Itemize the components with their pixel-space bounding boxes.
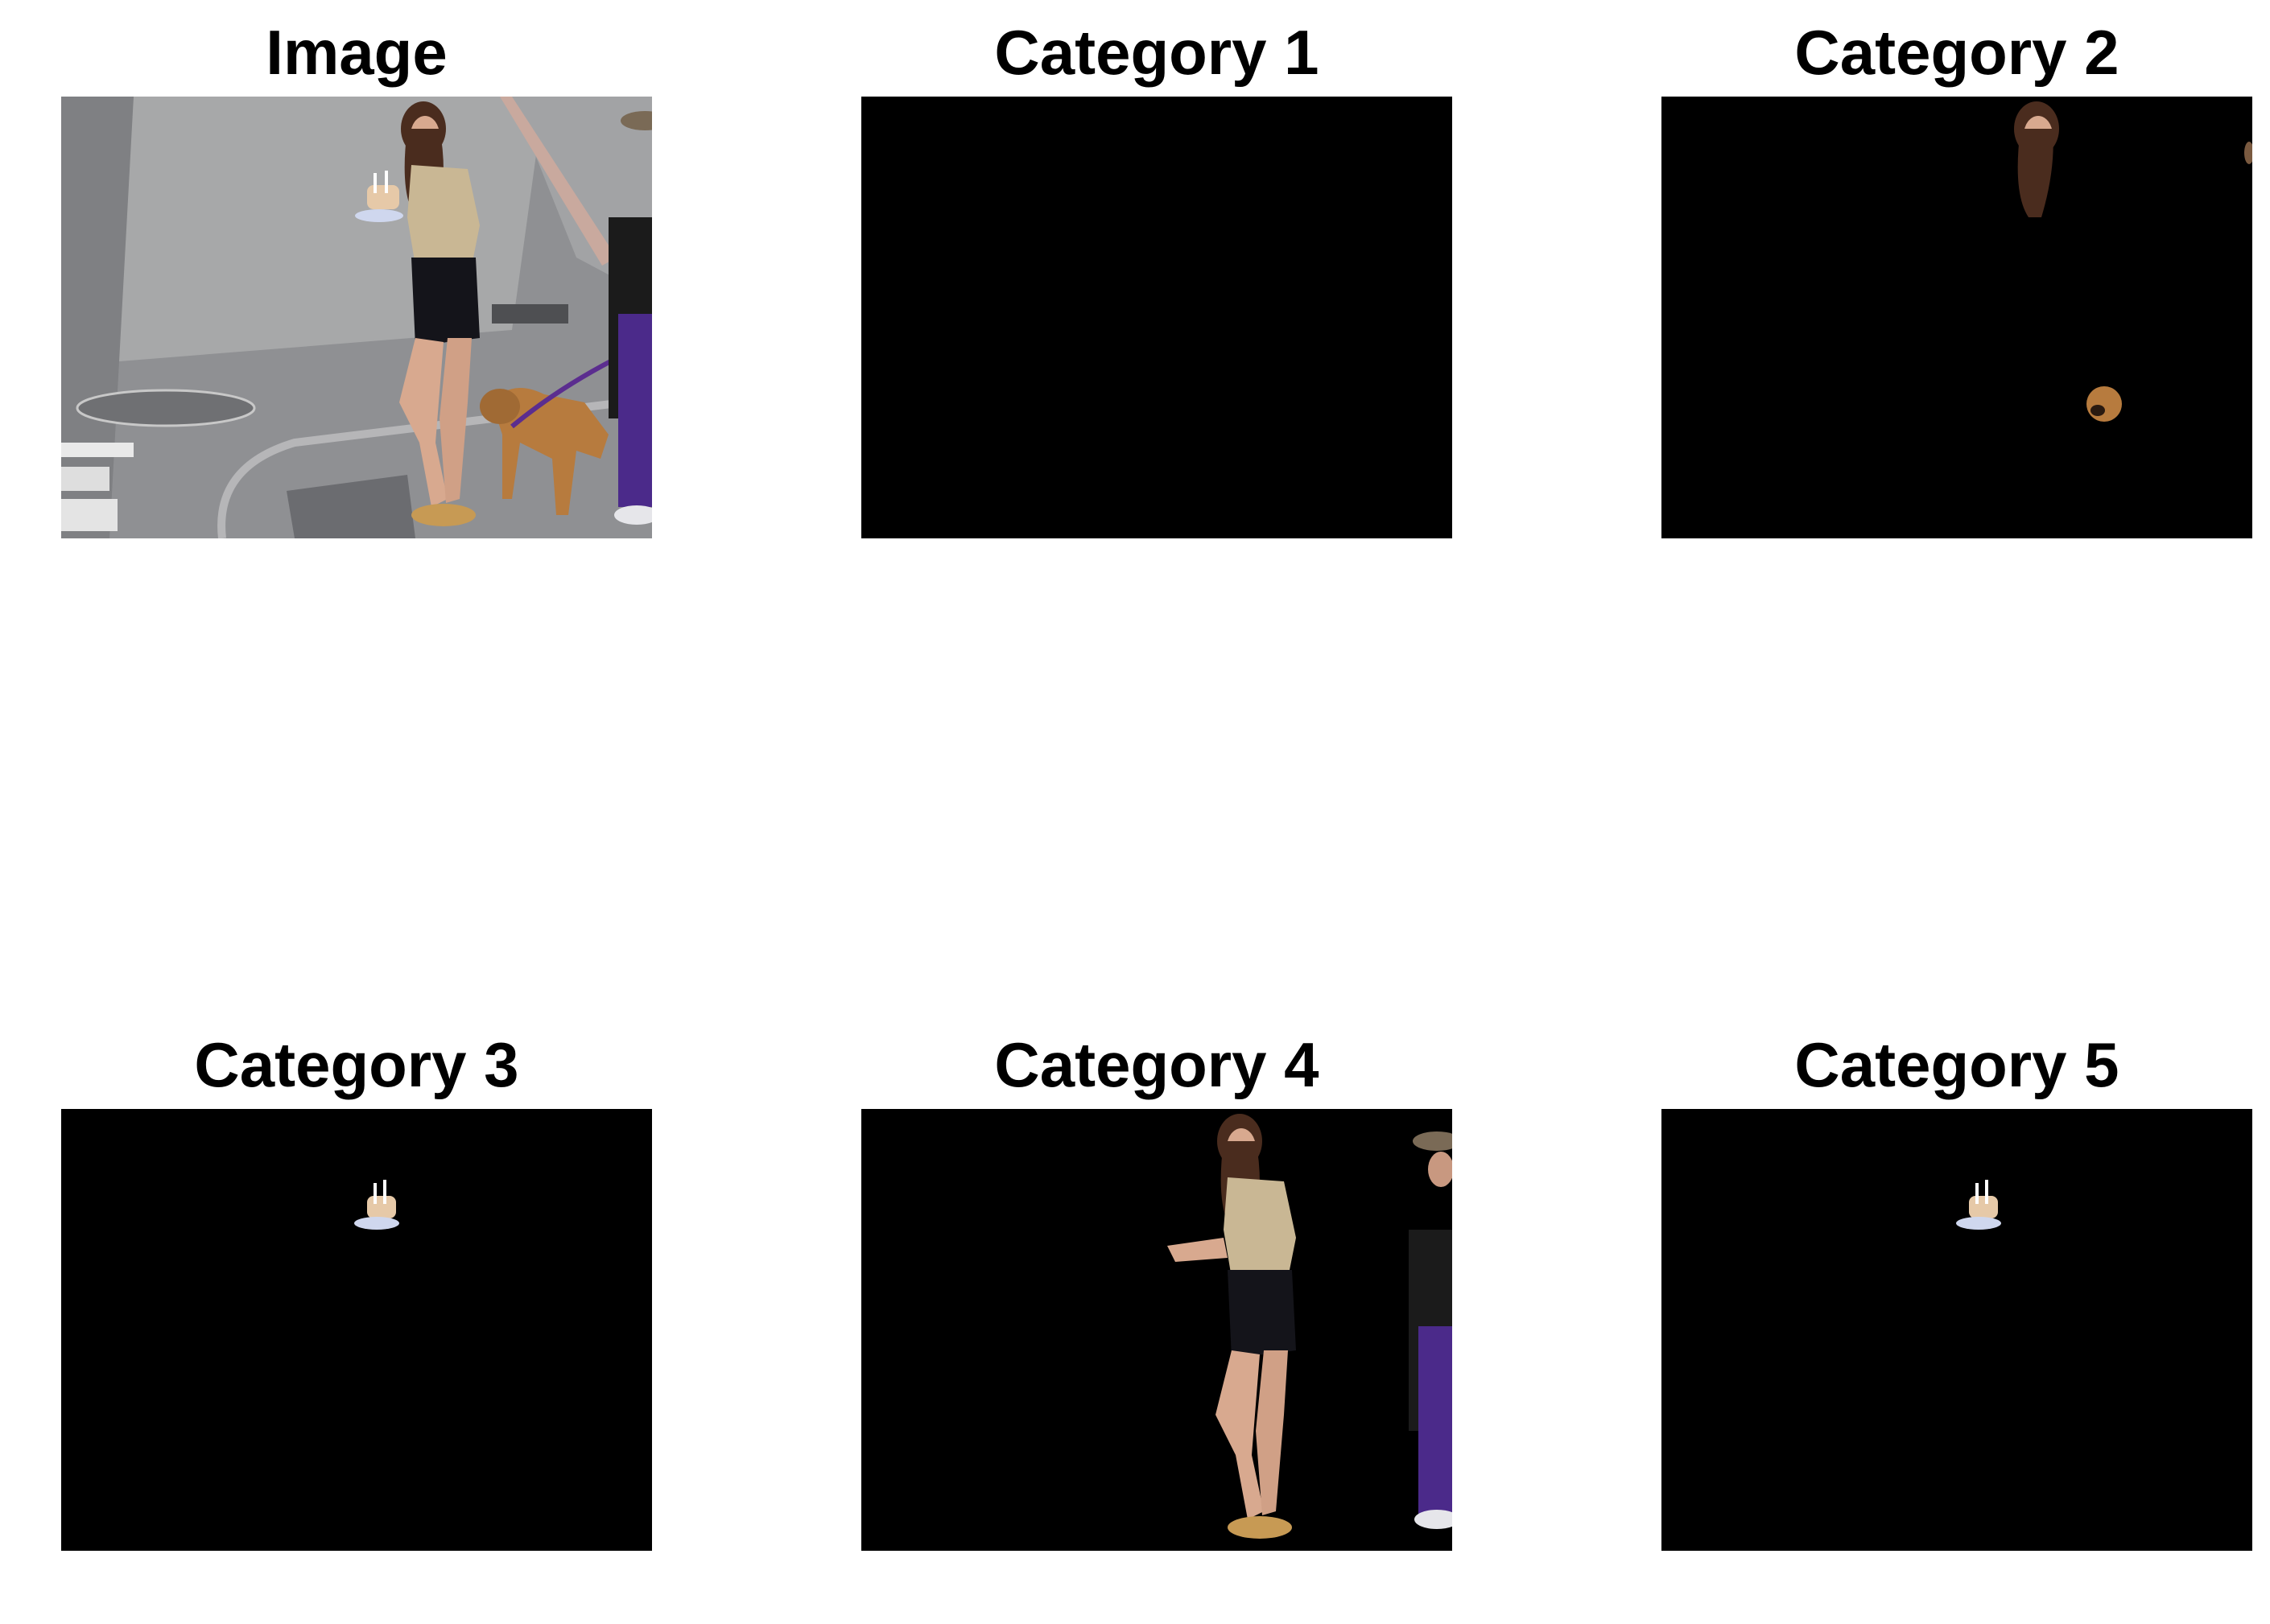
mask-empty bbox=[861, 97, 1452, 538]
panel-title: Image bbox=[266, 17, 448, 88]
mask-image bbox=[861, 97, 1452, 538]
mask-image bbox=[1167, 1114, 1452, 1539]
panel-title: Category 4 bbox=[994, 1029, 1319, 1100]
panel-title: Category 3 bbox=[194, 1029, 519, 1100]
mask-image bbox=[2014, 101, 2252, 422]
street-photo bbox=[61, 97, 652, 538]
mask-persons bbox=[861, 1109, 1452, 1551]
mask-cupcake bbox=[1661, 1109, 2252, 1551]
mask-heads bbox=[1661, 97, 2252, 538]
panel-title: Category 5 bbox=[1794, 1029, 2119, 1100]
mask-image bbox=[354, 1180, 399, 1230]
panel-title: Category 1 bbox=[994, 17, 1319, 88]
mask-image bbox=[1956, 1180, 2001, 1230]
mask-cupcake bbox=[61, 1109, 652, 1551]
panel-title: Category 2 bbox=[1794, 17, 2119, 88]
photo bbox=[61, 97, 652, 538]
